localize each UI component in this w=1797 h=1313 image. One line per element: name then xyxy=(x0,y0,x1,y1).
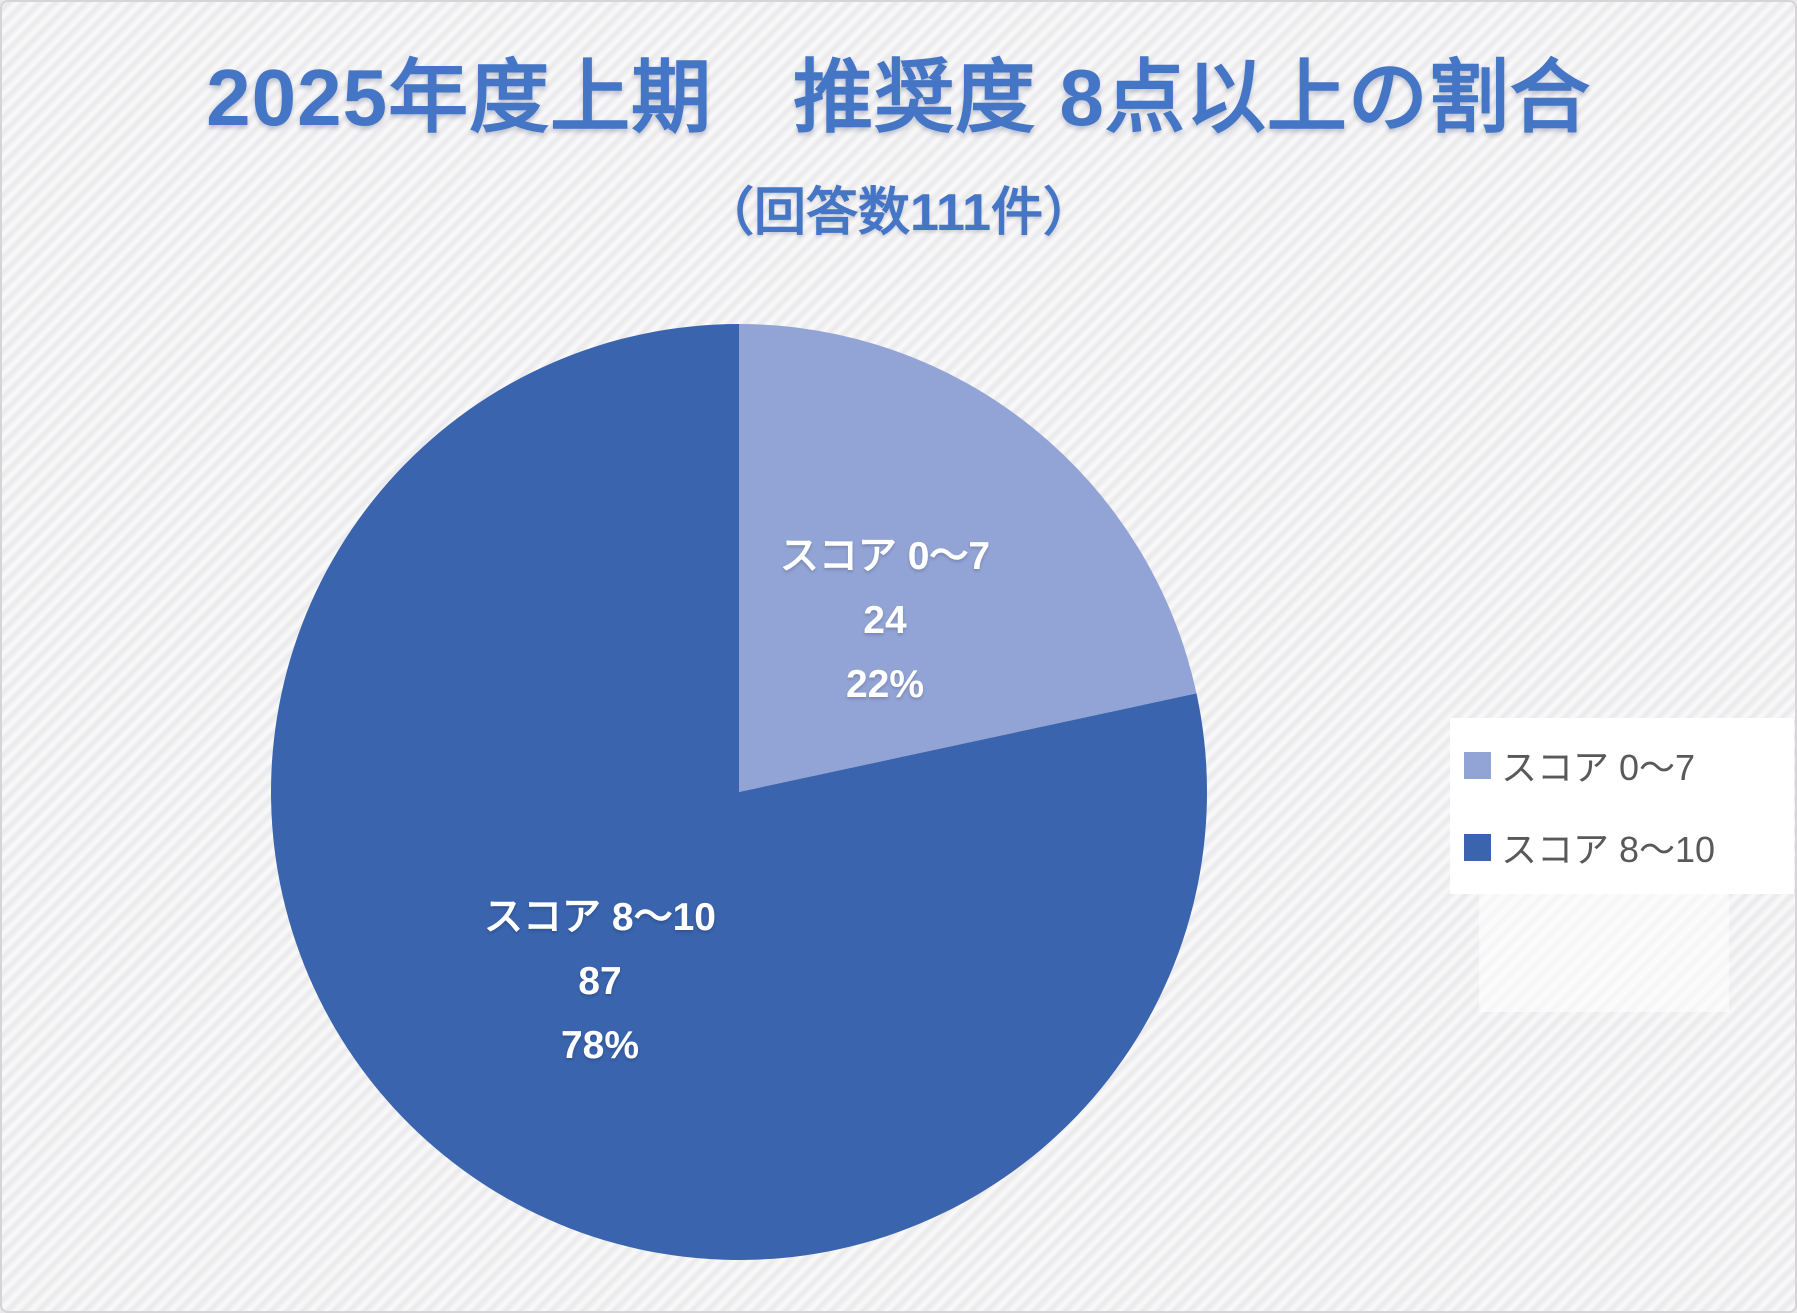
pie-label-value: 87 xyxy=(578,960,622,1003)
legend-item-score-0-7: スコア 0〜7 xyxy=(1464,739,1794,791)
pie-label-percent: 22% xyxy=(845,663,925,706)
pie-label-category: スコア 8〜10 xyxy=(484,896,716,939)
pie-slice-1 xyxy=(271,324,1208,1260)
pie-label-score-0-7: スコア 0〜7 24 22% xyxy=(780,525,990,717)
pie-label-category: スコア 0〜7 xyxy=(779,535,991,578)
pie-label-value: 24 xyxy=(863,599,907,642)
legend: スコア 0〜7 スコア 8〜10 xyxy=(1450,718,1794,894)
legend-swatch-icon xyxy=(1464,751,1491,779)
chart-title: 2025年度上期 推奨度 8点以上の割合 xyxy=(206,53,1591,142)
legend-backdrop xyxy=(1479,894,1729,1012)
pie-slice-0 xyxy=(739,324,1197,792)
legend-label: スコア 0〜7 xyxy=(1501,747,1696,788)
legend-item-score-8-10: スコア 8〜10 xyxy=(1464,821,1794,873)
legend-swatch-icon xyxy=(1464,833,1491,861)
pie-label-score-8-10: スコア 8〜10 87 78% xyxy=(484,886,716,1078)
pie-label-percent: 78% xyxy=(560,1024,640,1067)
legend-label: スコア 8〜10 xyxy=(1501,829,1716,870)
chart-subtitle: （回答数111件） xyxy=(701,184,1096,242)
